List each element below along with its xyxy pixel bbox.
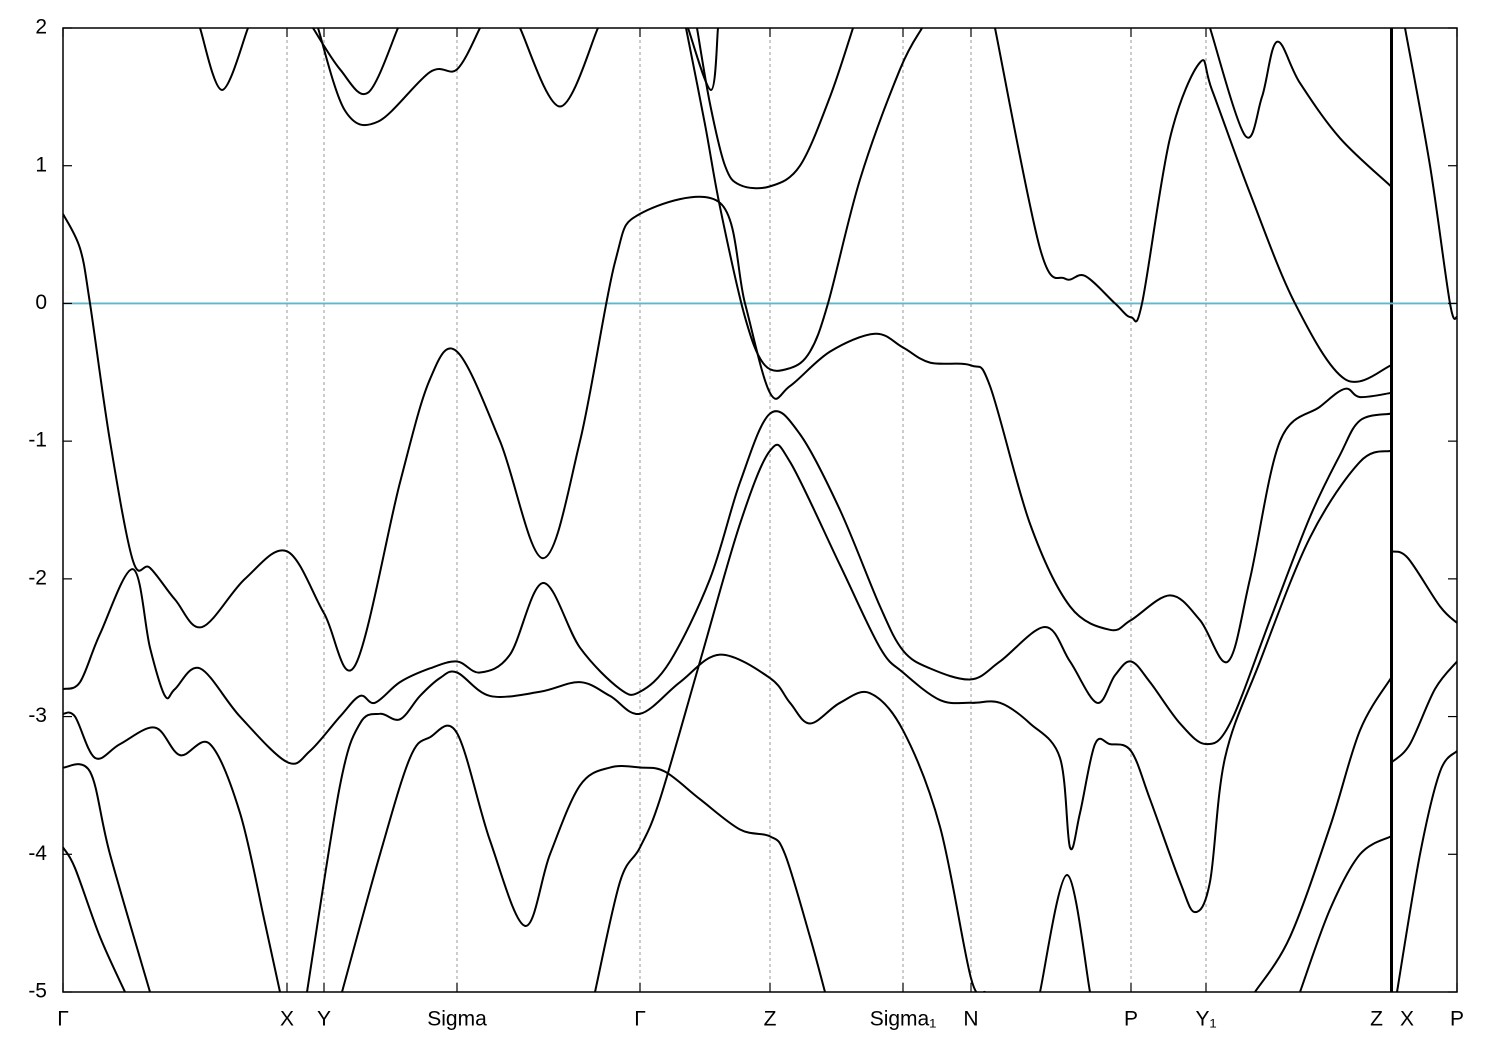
x-tick-label: Γ <box>634 1008 646 1031</box>
band-line <box>685 28 923 372</box>
band-line <box>63 410 1392 765</box>
y-tick-label: 2 <box>35 16 47 39</box>
x-tick-label: X <box>280 1008 294 1031</box>
x-tick-label: Sigma <box>427 1008 487 1031</box>
x-tick-label: Sigma₁ <box>870 1008 937 1031</box>
bands <box>63 28 1457 992</box>
x-tick-label: P <box>1124 1008 1138 1031</box>
band-line <box>317 28 481 127</box>
band-line <box>199 28 249 91</box>
band-line <box>594 443 1392 992</box>
band-line <box>341 724 826 992</box>
x-tick-label: Z <box>1370 1008 1383 1031</box>
x-tick-label: Γ <box>57 1008 69 1031</box>
y-tick-label: -5 <box>28 980 47 1003</box>
band-line <box>63 195 1392 672</box>
grid <box>63 28 1457 992</box>
x-tick-label: Y₁ <box>1195 1008 1216 1031</box>
band-line <box>1391 550 1457 624</box>
band-line <box>1404 28 1457 320</box>
band-line <box>63 711 281 992</box>
band-line <box>994 28 1392 383</box>
band-line <box>696 28 854 190</box>
y-tick-label: -4 <box>28 842 47 865</box>
y-tick-label: -3 <box>28 704 47 727</box>
band-line <box>519 28 599 108</box>
band-line <box>1254 677 1392 992</box>
band-line <box>1299 835 1392 992</box>
band-line <box>1039 873 1091 992</box>
x-tick-label: Z <box>764 1008 777 1031</box>
band-line <box>1209 28 1392 188</box>
x-tick-label: P <box>1450 1008 1464 1031</box>
band-line <box>312 28 399 96</box>
band-line <box>1391 660 1457 763</box>
band-line <box>1396 750 1457 992</box>
x-tick-label: N <box>963 1008 978 1031</box>
x-tick-label: Y <box>317 1008 331 1031</box>
band-line <box>63 846 126 992</box>
band-line <box>63 763 151 992</box>
band-line <box>306 653 986 992</box>
y-tick-label: 0 <box>35 291 47 314</box>
band-line <box>687 28 719 91</box>
plot-frame <box>62 27 1458 993</box>
y-tick-label: 1 <box>35 153 47 176</box>
y-tick-label: -1 <box>28 429 47 452</box>
x-tick-label: X <box>1400 1008 1414 1031</box>
y-tick-label: -2 <box>28 566 47 589</box>
